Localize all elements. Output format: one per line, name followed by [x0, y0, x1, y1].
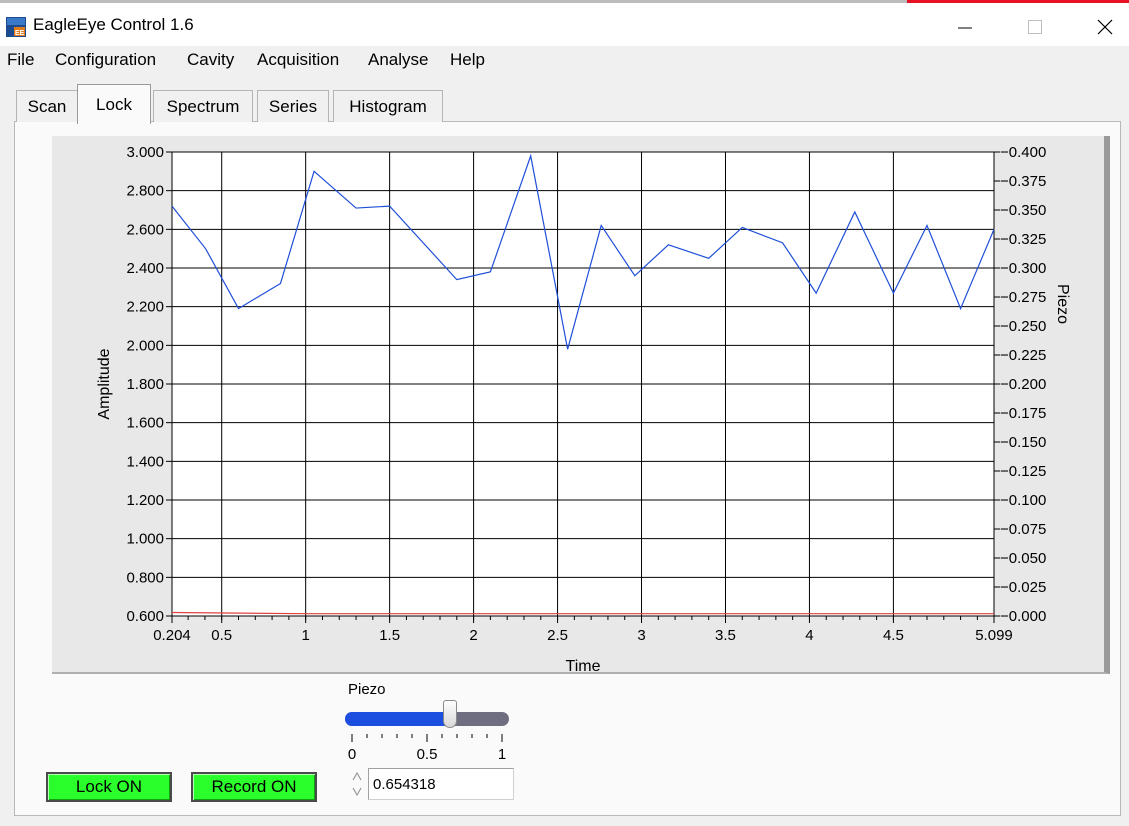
maximize-button[interactable]: [1012, 7, 1058, 47]
y-tick-label: 2.000: [126, 337, 164, 354]
minimize-icon: [958, 27, 972, 29]
y2-tick-label: −0.350: [1000, 202, 1046, 219]
y2-tick-label: −0.125: [1000, 463, 1046, 480]
y-tick-label: 1.600: [126, 415, 164, 432]
y-tick-label: 2.200: [126, 299, 164, 316]
title-bar: EE EagleEye Control 1.6: [0, 0, 1129, 46]
y2-tick-label: −0.225: [1000, 347, 1046, 364]
spin-up-icon: [352, 771, 362, 781]
menu-cavity[interactable]: Cavity: [187, 50, 235, 69]
y-tick-label: 1.000: [126, 531, 164, 548]
y2-tick-label: −0.150: [1000, 434, 1046, 451]
amplitude-trace: [171, 153, 995, 350]
slider-tick-label: 0: [348, 746, 356, 763]
x-tick-label: 5.099: [975, 627, 1013, 644]
y-axis-title: Amplitude: [96, 348, 113, 419]
y2-tick-label: −0.250: [1000, 318, 1046, 335]
y-tick-label: 1.200: [126, 492, 164, 509]
y2-tick-label: −0.025: [1000, 579, 1046, 596]
slider-tick-label: 0.5: [417, 746, 438, 763]
menu-file[interactable]: File: [7, 50, 35, 69]
y2-tick-label: −0.075: [1000, 521, 1046, 538]
tab-series[interactable]: Series: [257, 90, 329, 122]
title-accent: [907, 0, 1129, 3]
record-on-button[interactable]: Record ON: [191, 772, 317, 802]
eagleeye-app-icon: EE: [6, 17, 26, 37]
y-tick-label: 2.400: [126, 260, 164, 277]
piezo-slider-label: Piezo: [348, 681, 386, 698]
y2-axis-title: Piezo: [1054, 284, 1071, 324]
x-tick-label: 4.5: [883, 627, 904, 644]
maximize-icon: [1028, 20, 1042, 34]
menu-acquisition[interactable]: Acquisition: [257, 50, 340, 69]
close-button[interactable]: [1082, 7, 1128, 47]
piezo-trace: [171, 611, 994, 615]
x-tick-label: 2.5: [547, 627, 568, 644]
y-tick-label: 0.800: [126, 569, 164, 586]
amplitude-piezo-chart: 0.600 0.800 1.000 1.200 1.400 1.600 1.800 2.000…: [96, 144, 1071, 675]
menu-analyse[interactable]: Analyse: [368, 50, 429, 69]
piezo-slider-fill: [345, 712, 451, 726]
slider-tick-label: 1: [498, 746, 506, 763]
piezo-slider-scale: 0 0.5 1: [348, 734, 506, 763]
tab-histogram[interactable]: Histogram: [333, 90, 443, 122]
y2-tick-label: −0.100: [1000, 492, 1046, 509]
menu-configuration[interactable]: Configuration: [55, 50, 157, 69]
y2-tick-label: −0.050: [1000, 550, 1046, 567]
y2-tick-label: −0.175: [1000, 405, 1046, 422]
piezo-value-field[interactable]: 0.654318: [368, 768, 514, 800]
close-icon: [1097, 19, 1113, 35]
y2-tick-label: −0.400: [1000, 144, 1046, 161]
y-tick-label: 2.800: [126, 183, 164, 200]
x-tick-label: 1: [301, 627, 309, 644]
y2-tick-label: −0.275: [1000, 289, 1046, 306]
piezo-slider-thumb[interactable]: [443, 700, 458, 728]
tab-strip: Scan Lock Spectrum Series Histogram: [0, 84, 460, 124]
x-axis-title: Time: [566, 658, 601, 675]
y2-tick-label: −0.375: [1000, 173, 1046, 190]
x-tick-label: 0.204: [153, 627, 191, 644]
x-tick-label: 0.5: [211, 627, 232, 644]
tab-scan[interactable]: Scan: [16, 90, 78, 122]
y2-tick-label: −0.000: [1000, 608, 1046, 625]
lock-on-button[interactable]: Lock ON: [46, 772, 172, 802]
x-tick-label: 4: [805, 627, 813, 644]
tab-lock[interactable]: Lock: [77, 84, 151, 124]
piezo-spinner[interactable]: [348, 768, 366, 800]
y-tick-label: 1.800: [126, 376, 164, 393]
y-tick-label: 2.600: [126, 221, 164, 238]
y-tick-label: 0.600: [126, 608, 164, 625]
y2-tick-label: −0.300: [1000, 260, 1046, 277]
window-title: EagleEye Control 1.6: [33, 15, 194, 34]
svg-text:EE: EE: [15, 30, 25, 37]
y2-tick-label: −0.200: [1000, 376, 1046, 393]
spin-down-icon: [352, 787, 362, 797]
y-tick-label: 1.400: [126, 453, 164, 470]
x-tick-label: 1.5: [379, 627, 400, 644]
y2-tick-label: −0.325: [1000, 231, 1046, 248]
menu-help[interactable]: Help: [450, 50, 485, 69]
minimize-button[interactable]: [942, 7, 988, 47]
tab-spectrum[interactable]: Spectrum: [153, 90, 253, 122]
x-tick-label: 3: [637, 627, 645, 644]
x-tick-label: 2: [469, 627, 477, 644]
y-tick-label: 3.000: [126, 144, 164, 161]
menu-bar: File Configuration Cavity Acquisition An…: [0, 46, 1129, 74]
x-tick-label: 3.5: [715, 627, 736, 644]
